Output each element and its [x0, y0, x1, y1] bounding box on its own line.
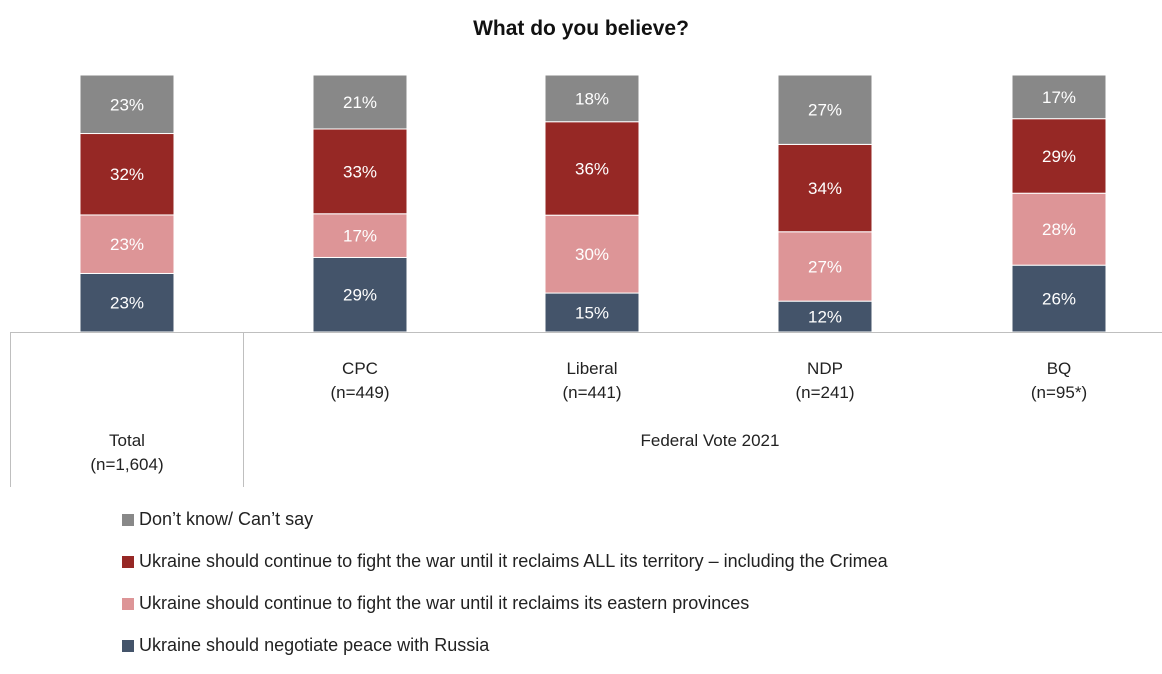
- bar-segment-reclaim-all: [544, 121, 640, 216]
- bar-segment-reclaim-all: [79, 133, 175, 216]
- data-label: 29%: [1042, 147, 1076, 166]
- bar-segment-negotiate-peace: [79, 272, 175, 333]
- data-label: 17%: [1042, 88, 1076, 107]
- data-label: 32%: [110, 165, 144, 184]
- category-label: CPC: [342, 359, 378, 378]
- legend-swatch: [122, 597, 134, 610]
- data-label: 29%: [343, 286, 377, 305]
- data-label: 34%: [808, 179, 842, 198]
- group-label: Federal Vote 2021: [641, 431, 780, 450]
- data-label: 21%: [343, 93, 377, 112]
- bar-segment-reclaim-eastern: [777, 231, 873, 302]
- legend-label: Ukraine should continue to fight the war…: [139, 593, 750, 613]
- category-sublabel: (n=1,604): [90, 455, 163, 474]
- data-label: 23%: [110, 95, 144, 114]
- data-label: 36%: [575, 159, 609, 178]
- data-label: 28%: [1042, 220, 1076, 239]
- data-label: 17%: [343, 227, 377, 246]
- data-label: 30%: [575, 245, 609, 264]
- legend-item-reclaim-all: Ukraine should continue to fight the war…: [122, 548, 1152, 575]
- data-label: 26%: [1042, 290, 1076, 309]
- category-sublabel: (n=449): [330, 383, 389, 402]
- category-sublabel: (n=95*): [1031, 383, 1087, 402]
- data-label: 27%: [808, 257, 842, 276]
- legend-item-negotiate-peace: Ukraine should negotiate peace with Russ…: [122, 632, 1152, 659]
- bar-segment-reclaim-eastern: [1011, 192, 1107, 266]
- legend-swatch: [122, 555, 134, 568]
- bar-segment-reclaim-eastern: [79, 214, 175, 274]
- legend-item-dont-know: Don’t know/ Can’t say: [122, 506, 1152, 533]
- bar-segment-reclaim-all: [312, 128, 408, 215]
- legend-label: Ukraine should continue to fight the war…: [139, 551, 888, 571]
- bar-segment-negotiate-peace: [544, 292, 640, 333]
- data-label: 23%: [110, 235, 144, 254]
- category-sublabel: (n=441): [562, 383, 621, 402]
- legend-item-reclaim-eastern: Ukraine should continue to fight the war…: [122, 590, 1152, 617]
- bar-segment-dont-know: [544, 74, 640, 123]
- legend: Don’t know/ Can’t say Ukraine should con…: [122, 506, 1152, 674]
- bar-segment-dont-know: [312, 74, 408, 130]
- legend-swatch: [122, 639, 134, 652]
- legend-swatch: [122, 513, 134, 526]
- data-label: 12%: [808, 308, 842, 327]
- bar-segment-reclaim-eastern: [544, 214, 640, 294]
- category-label: NDP: [807, 359, 843, 378]
- category-label: BQ: [1047, 359, 1072, 378]
- legend-label: Don’t know/ Can’t say: [139, 509, 314, 529]
- bar-segment-negotiate-peace: [1011, 264, 1107, 333]
- category-label: Liberal: [566, 359, 617, 378]
- data-label: 33%: [343, 162, 377, 181]
- stacked-bar-chart: 23% 23% 32% 23% 29% 17% 33% 21% 15% 30% 36% 18% 12% 2…: [10, 74, 1162, 487]
- bar-segment-dont-know: [777, 74, 873, 145]
- bar-segment-reclaim-eastern: [312, 213, 408, 258]
- category-sublabel: (n=241): [795, 383, 854, 402]
- bar-segment-dont-know: [1011, 74, 1107, 120]
- category-axis: Total (n=1,604) CPC (n=449) Liberal (n=441) ND…: [10, 332, 1162, 487]
- chart-title: What do you believe?: [473, 17, 689, 40]
- data-label: 23%: [110, 294, 144, 313]
- data-label: 15%: [575, 304, 609, 323]
- bar-segment-dont-know: [79, 74, 175, 135]
- bar-segment-reclaim-all: [777, 143, 873, 233]
- data-label: 27%: [808, 101, 842, 120]
- legend-label: Ukraine should negotiate peace with Russ…: [139, 635, 490, 655]
- data-label: 18%: [575, 89, 609, 108]
- category-label: Total: [109, 431, 145, 450]
- bars-layer: 23% 23% 32% 23% 29% 17% 33% 21% 15% 30% 36% 18% 12% 2…: [79, 74, 1107, 333]
